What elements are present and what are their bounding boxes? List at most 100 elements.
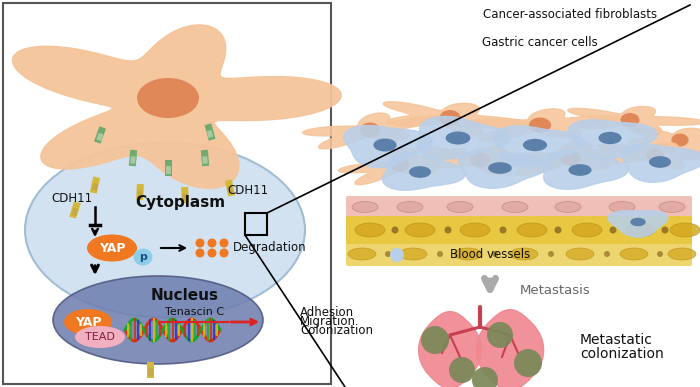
Polygon shape	[626, 126, 700, 155]
Ellipse shape	[195, 238, 204, 248]
Ellipse shape	[421, 326, 449, 354]
Ellipse shape	[671, 134, 689, 147]
Ellipse shape	[492, 251, 498, 257]
Ellipse shape	[454, 248, 482, 260]
Ellipse shape	[53, 276, 263, 364]
Polygon shape	[419, 312, 482, 387]
Ellipse shape	[385, 251, 391, 257]
Bar	[181, 187, 189, 203]
Ellipse shape	[195, 248, 204, 257]
Bar	[92, 183, 98, 191]
Text: CDH11: CDH11	[228, 183, 269, 197]
Ellipse shape	[487, 322, 513, 348]
Ellipse shape	[460, 223, 490, 237]
Text: YAP: YAP	[75, 315, 101, 329]
Ellipse shape	[220, 248, 228, 257]
Ellipse shape	[548, 251, 554, 257]
Ellipse shape	[472, 367, 498, 387]
Text: TEAD: TEAD	[85, 332, 115, 342]
Ellipse shape	[447, 202, 473, 212]
Ellipse shape	[568, 164, 592, 176]
Text: Migration: Migration	[300, 315, 356, 329]
Bar	[136, 184, 144, 200]
Polygon shape	[568, 106, 700, 135]
Bar	[182, 193, 188, 201]
Ellipse shape	[657, 251, 663, 257]
Ellipse shape	[444, 226, 452, 233]
Ellipse shape	[75, 326, 125, 348]
Ellipse shape	[572, 223, 602, 237]
Ellipse shape	[390, 248, 404, 262]
Text: Adhesion: Adhesion	[300, 307, 354, 320]
Ellipse shape	[25, 142, 305, 317]
Ellipse shape	[559, 151, 580, 166]
Ellipse shape	[391, 158, 409, 172]
Text: p: p	[139, 252, 147, 262]
Ellipse shape	[134, 248, 153, 265]
Ellipse shape	[449, 357, 475, 383]
FancyBboxPatch shape	[346, 216, 692, 244]
Bar	[129, 150, 137, 166]
Text: Cancer-associated fibroblasts: Cancer-associated fibroblasts	[483, 9, 657, 22]
Polygon shape	[416, 147, 556, 175]
Ellipse shape	[554, 226, 561, 233]
Polygon shape	[382, 152, 466, 190]
Bar	[71, 208, 78, 216]
Ellipse shape	[649, 156, 671, 168]
FancyBboxPatch shape	[346, 242, 692, 266]
Ellipse shape	[668, 248, 696, 260]
Bar	[206, 130, 214, 138]
Ellipse shape	[352, 202, 378, 212]
Polygon shape	[303, 113, 443, 149]
Text: Tenascin C: Tenascin C	[165, 307, 225, 317]
Ellipse shape	[470, 153, 490, 167]
Ellipse shape	[409, 166, 431, 178]
Ellipse shape	[620, 113, 640, 127]
Text: Metastatic: Metastatic	[580, 333, 653, 347]
Ellipse shape	[348, 248, 376, 260]
FancyBboxPatch shape	[346, 196, 692, 218]
Ellipse shape	[360, 123, 380, 137]
Bar	[204, 123, 216, 140]
Text: Blood vessels: Blood vessels	[450, 248, 531, 262]
Text: colonization: colonization	[580, 347, 664, 361]
Text: Metastasis: Metastasis	[520, 284, 591, 296]
Ellipse shape	[604, 251, 610, 257]
Polygon shape	[568, 120, 657, 159]
Text: YAP: YAP	[99, 241, 125, 255]
Ellipse shape	[670, 223, 700, 237]
Bar	[201, 150, 209, 166]
Bar	[90, 176, 100, 194]
Ellipse shape	[87, 235, 137, 262]
Polygon shape	[494, 126, 585, 166]
Ellipse shape	[529, 118, 551, 132]
Ellipse shape	[137, 78, 199, 118]
Bar	[94, 126, 106, 144]
Polygon shape	[339, 149, 466, 185]
Ellipse shape	[523, 139, 547, 151]
Polygon shape	[384, 102, 530, 136]
Text: Colonization: Colonization	[300, 325, 373, 337]
Text: Degradation: Degradation	[233, 241, 307, 255]
Ellipse shape	[514, 349, 542, 377]
Ellipse shape	[610, 226, 617, 233]
Ellipse shape	[374, 139, 396, 151]
Polygon shape	[344, 125, 433, 168]
Ellipse shape	[598, 132, 622, 144]
Ellipse shape	[502, 202, 528, 212]
Polygon shape	[418, 116, 510, 159]
Polygon shape	[458, 150, 549, 188]
Bar	[165, 166, 171, 174]
Ellipse shape	[399, 248, 427, 260]
Bar	[137, 190, 143, 198]
Bar	[225, 180, 235, 197]
Text: Nucleus: Nucleus	[151, 288, 219, 303]
Text: Cytoplasm: Cytoplasm	[135, 195, 225, 211]
Ellipse shape	[630, 218, 645, 226]
Ellipse shape	[391, 226, 398, 233]
Polygon shape	[598, 142, 700, 169]
Ellipse shape	[517, 223, 547, 237]
Ellipse shape	[64, 309, 112, 335]
Polygon shape	[465, 109, 624, 140]
Text: Gastric cancer cells: Gastric cancer cells	[482, 36, 598, 48]
